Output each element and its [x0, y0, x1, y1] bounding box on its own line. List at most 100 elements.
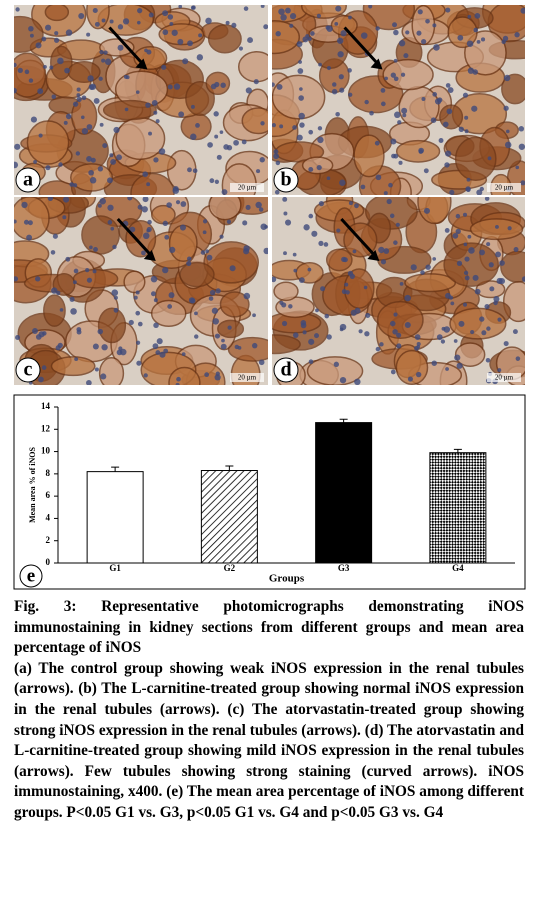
nucleus: [456, 362, 463, 369]
nucleus: [243, 248, 250, 255]
nucleus: [169, 21, 174, 26]
nucleus: [181, 352, 186, 357]
nucleus: [339, 377, 347, 384]
nucleus: [143, 373, 148, 378]
nucleus: [151, 99, 158, 106]
nucleus: [214, 333, 220, 339]
nucleus: [171, 29, 178, 36]
nucleus: [63, 197, 70, 203]
panel-label: c: [24, 359, 33, 381]
tubule: [353, 134, 385, 178]
nucleus: [14, 161, 19, 169]
nucleus: [179, 224, 186, 231]
nucleus: [462, 92, 469, 98]
nucleus: [58, 162, 63, 167]
nucleus: [462, 212, 468, 217]
nucleus: [173, 185, 179, 192]
panel-label-bg: [273, 357, 299, 383]
nucleus: [74, 357, 79, 362]
nucleus: [420, 270, 425, 275]
tubule: [469, 218, 524, 241]
nucleus: [410, 264, 417, 271]
nucleus: [251, 342, 258, 349]
nucleus: [452, 232, 459, 239]
nucleus: [76, 93, 81, 98]
nucleus: [86, 277, 93, 283]
nucleus: [292, 125, 297, 130]
nucleus: [93, 98, 100, 104]
nucleus: [162, 29, 169, 36]
nucleus: [331, 88, 338, 95]
nucleus: [480, 37, 486, 42]
nucleus: [432, 23, 437, 28]
nucleus: [276, 83, 283, 90]
nucleus: [445, 150, 452, 157]
nucleus: [15, 7, 20, 12]
nucleus: [395, 222, 400, 227]
nucleus: [416, 30, 422, 36]
nucleus: [51, 94, 57, 100]
nucleus: [404, 322, 411, 329]
nucleus: [407, 376, 414, 382]
nucleus: [214, 81, 220, 88]
nucleus: [315, 308, 319, 313]
nucleus: [59, 308, 64, 312]
nucleus: [28, 78, 34, 83]
nucleus: [23, 219, 29, 225]
nucleus: [442, 121, 449, 128]
nucleus: [505, 129, 510, 134]
nucleus: [243, 292, 251, 300]
tubule: [43, 294, 66, 327]
nucleus: [52, 233, 58, 239]
nucleus: [62, 215, 67, 220]
nucleus: [274, 189, 280, 195]
nucleus: [379, 342, 384, 347]
nucleus: [136, 360, 142, 366]
nucleus: [392, 329, 398, 335]
tubule: [50, 356, 96, 377]
error-bar: [111, 466, 120, 472]
nucleus: [202, 219, 208, 224]
nucleus: [285, 7, 291, 14]
nucleus: [194, 311, 198, 316]
nucleus: [348, 201, 353, 206]
nucleus: [332, 82, 337, 87]
nucleus: [175, 200, 181, 205]
nucleus: [310, 31, 315, 36]
nucleus: [229, 265, 236, 272]
nucleus: [118, 346, 123, 351]
nucleus: [474, 288, 481, 295]
nucleus: [397, 120, 402, 125]
nucleus: [211, 307, 219, 314]
nucleus: [400, 72, 406, 77]
tubule: [52, 273, 76, 296]
nucleus: [81, 127, 89, 135]
nucleus: [292, 332, 299, 338]
nucleus: [390, 369, 396, 375]
nucleus: [441, 326, 446, 331]
nucleus: [27, 220, 33, 226]
nucleus: [352, 249, 357, 254]
nucleus: [72, 101, 79, 107]
arrow-head: [135, 58, 148, 70]
tubule: [376, 300, 424, 340]
nucleus: [87, 75, 94, 82]
nucleus: [167, 304, 173, 309]
nucleus: [360, 32, 368, 39]
nucleus: [76, 96, 82, 102]
nucleus: [393, 312, 398, 317]
scale-bar-bg: [487, 373, 521, 382]
nucleus: [445, 367, 449, 371]
tubule: [237, 51, 268, 83]
nucleus: [386, 198, 392, 205]
nucleus: [32, 328, 38, 334]
y-tick-label: 8: [46, 468, 51, 478]
panel-label-bg: [15, 357, 41, 383]
nucleus: [152, 343, 159, 350]
nucleus: [487, 156, 492, 161]
nucleus: [187, 40, 193, 47]
nucleus: [196, 54, 204, 61]
nucleus: [231, 22, 237, 28]
tubule: [272, 20, 301, 55]
nucleus: [498, 277, 506, 285]
